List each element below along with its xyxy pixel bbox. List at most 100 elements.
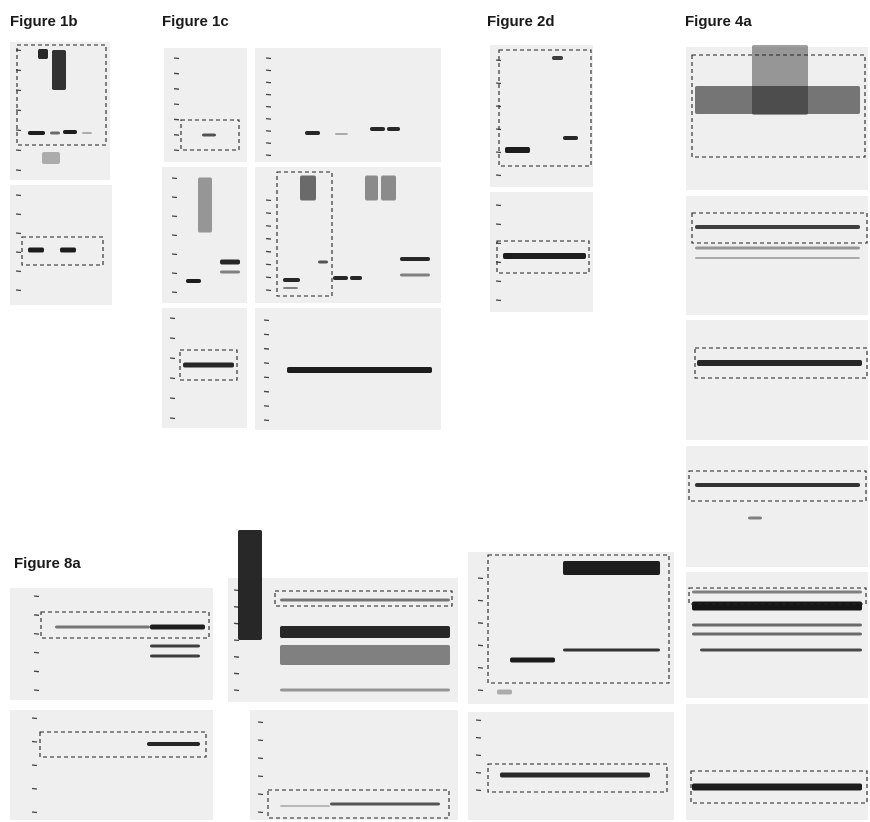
ladder-mark [476, 773, 481, 774]
figure-label: Figure 2d [487, 13, 555, 30]
protein-band [333, 276, 348, 280]
protein-band [350, 276, 362, 280]
ladder-mark [478, 690, 483, 691]
figure-label: Figure 4a [685, 13, 752, 30]
ladder-mark [174, 104, 179, 105]
ladder-mark [34, 652, 39, 653]
ladder-mark [496, 300, 501, 301]
blot-panel [255, 48, 441, 162]
ladder-mark [258, 776, 263, 777]
blot-panel [10, 588, 213, 700]
ladder-mark [34, 671, 39, 672]
protein-band [692, 602, 862, 611]
ladder-mark [476, 790, 481, 791]
protein-band [503, 253, 586, 259]
protein-band [695, 225, 860, 229]
ladder-mark [174, 89, 179, 90]
ladder-mark [170, 398, 175, 399]
ladder-mark [170, 378, 175, 379]
ladder-mark [476, 738, 481, 739]
ladder-mark [496, 205, 501, 206]
protein-band [330, 803, 440, 806]
ladder-mark [264, 420, 269, 421]
ladder-mark [234, 690, 239, 691]
ladder-mark [264, 406, 269, 407]
protein-band [42, 152, 60, 164]
protein-band [220, 260, 240, 265]
ladder-mark [170, 358, 175, 359]
ladder-mark [266, 239, 271, 240]
ladder-mark [32, 718, 37, 719]
ladder-mark [172, 235, 177, 236]
ladder-mark [264, 363, 269, 364]
ladder-mark [478, 668, 483, 669]
protein-band [505, 147, 530, 153]
ladder-mark [16, 271, 21, 272]
ladder-mark [258, 794, 263, 795]
ladder-mark [266, 82, 271, 83]
ladder-mark [264, 320, 269, 321]
blot-panel [686, 196, 868, 315]
ladder-mark [32, 742, 37, 743]
ladder-mark [476, 720, 481, 721]
protein-band [387, 127, 400, 131]
protein-band [183, 363, 234, 368]
blot-panels [10, 42, 868, 820]
blot-panel [490, 45, 593, 187]
ladder-mark [16, 110, 21, 111]
protein-band [400, 257, 430, 261]
ladder-mark [266, 226, 271, 227]
ladder-mark [496, 224, 501, 225]
ladder-mark [32, 765, 37, 766]
protein-band [300, 176, 316, 201]
protein-band [365, 176, 378, 201]
protein-band [335, 133, 348, 135]
ladder-mark [478, 600, 483, 601]
blot-panel [164, 48, 247, 162]
protein-band [55, 626, 150, 629]
ladder-mark [172, 254, 177, 255]
ladder-mark [32, 789, 37, 790]
protein-band [50, 132, 60, 135]
protein-band [497, 690, 512, 695]
ladder-mark [234, 657, 239, 658]
ladder-mark [234, 640, 239, 641]
protein-band [552, 56, 563, 60]
ladder-mark [266, 119, 271, 120]
ladder-mark [266, 213, 271, 214]
protein-band [280, 599, 450, 602]
protein-band [150, 625, 205, 630]
protein-band [370, 127, 385, 131]
ladder-mark [476, 755, 481, 756]
protein-band [400, 274, 430, 277]
ladder-mark [266, 143, 271, 144]
protein-band [697, 360, 862, 366]
protein-band [692, 784, 862, 791]
ladder-mark [264, 349, 269, 350]
protein-band [381, 176, 396, 201]
protein-band [220, 271, 240, 274]
protein-band [283, 287, 298, 289]
figure: Figure 1b Figure 1c Figure 2d Figure 4a … [0, 0, 870, 822]
figure-label: Figure 1c [162, 13, 229, 30]
protein-band [695, 257, 860, 259]
protein-band [500, 773, 650, 778]
ladder-mark [170, 318, 175, 319]
ladder-mark [32, 812, 37, 813]
blot-panel [10, 185, 112, 305]
ladder-mark [266, 264, 271, 265]
ladder-mark [266, 94, 271, 95]
ladder-mark [172, 273, 177, 274]
protein-band [318, 261, 328, 264]
ladder-mark [16, 290, 21, 291]
blot-panel [162, 308, 247, 428]
ladder-mark [264, 334, 269, 335]
protein-band [695, 483, 860, 487]
ladder-mark [174, 73, 179, 74]
protein-band [305, 131, 320, 135]
protein-band [280, 805, 330, 807]
ladder-mark [258, 758, 263, 759]
ladder-mark [496, 175, 501, 176]
ladder-mark [234, 673, 239, 674]
figure-label: Figure 8a [14, 555, 81, 572]
